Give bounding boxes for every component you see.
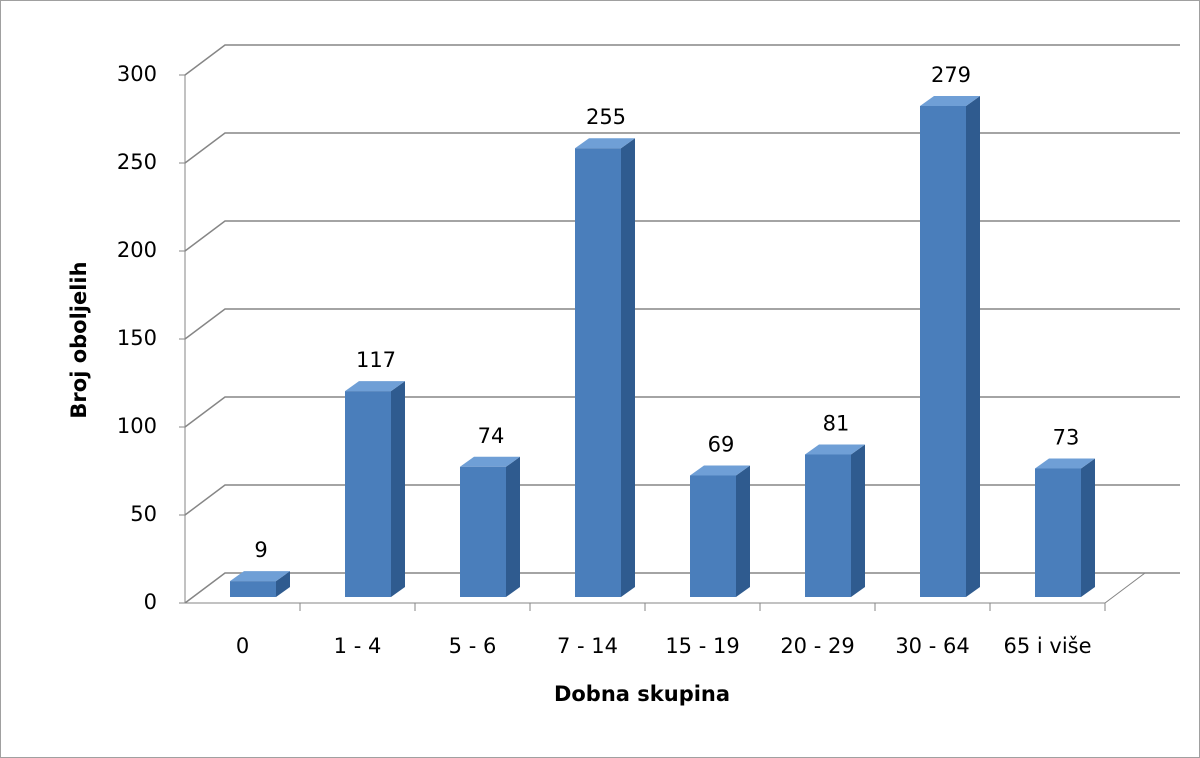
bar — [345, 381, 405, 597]
x-tick-label: 7 - 14 — [557, 634, 618, 658]
bar-face — [1035, 468, 1081, 597]
bar-face — [1035, 458, 1095, 469]
value-label: 117 — [356, 348, 396, 372]
y-tick-label: 50 — [130, 502, 157, 526]
bar-face — [690, 475, 736, 597]
bar-face — [920, 105, 966, 598]
y-tick-label: 100 — [117, 414, 157, 438]
bar-face — [575, 138, 635, 149]
bar-face — [460, 466, 506, 597]
value-label: 255 — [586, 105, 626, 129]
bar-face — [345, 381, 405, 392]
grid-line — [184, 132, 1180, 164]
grid-line — [184, 308, 1180, 340]
y-tick-label: 0 — [144, 590, 157, 614]
x-axis-title: Dobna skupina — [554, 682, 730, 706]
grid-line — [184, 44, 1180, 76]
value-label: 69 — [708, 433, 735, 457]
x-tick-label: 30 - 64 — [895, 634, 969, 658]
bar-face — [736, 465, 750, 597]
bar-face — [851, 444, 865, 597]
grid-line — [184, 220, 1180, 252]
bar-face — [391, 381, 405, 597]
y-axis-title: Broj oboljelih — [67, 261, 91, 418]
bar-face — [230, 571, 290, 582]
bar — [575, 138, 635, 597]
grid-line — [184, 396, 1180, 428]
bar-face — [276, 571, 290, 597]
bar-face — [1081, 458, 1095, 597]
bar-face — [805, 444, 865, 455]
bar-face — [460, 456, 520, 467]
bar — [805, 444, 865, 597]
bar — [1035, 458, 1095, 597]
bar-face — [920, 95, 980, 106]
x-tick-label: 20 - 29 — [780, 634, 854, 658]
bar-face — [230, 581, 276, 597]
bar — [460, 456, 520, 597]
x-tick-label: 15 - 19 — [665, 634, 739, 658]
bar-face — [805, 454, 851, 597]
bar-face — [506, 456, 520, 597]
bar-face — [345, 391, 391, 597]
value-label: 9 — [254, 538, 267, 562]
bar-face — [575, 148, 621, 597]
x-tick-label: 1 - 4 — [334, 634, 382, 658]
value-label: 279 — [931, 63, 971, 87]
x-tick-label: 0 — [236, 634, 249, 658]
y-tick-label: 150 — [117, 326, 157, 350]
y-tick-label: 300 — [117, 62, 157, 86]
x-tick-label: 5 - 6 — [449, 634, 497, 658]
bar-face — [966, 95, 980, 598]
y-tick-label: 250 — [117, 150, 157, 174]
bar — [690, 465, 750, 597]
y-tick-label: 200 — [117, 238, 157, 262]
value-label: 81 — [823, 411, 850, 435]
bar — [230, 571, 290, 597]
bar — [920, 95, 980, 598]
value-label: 74 — [478, 424, 505, 448]
bar-face — [690, 465, 750, 476]
bar-face — [621, 138, 635, 597]
x-tick-label: 65 i više — [1003, 634, 1091, 658]
value-label: 73 — [1053, 426, 1080, 450]
